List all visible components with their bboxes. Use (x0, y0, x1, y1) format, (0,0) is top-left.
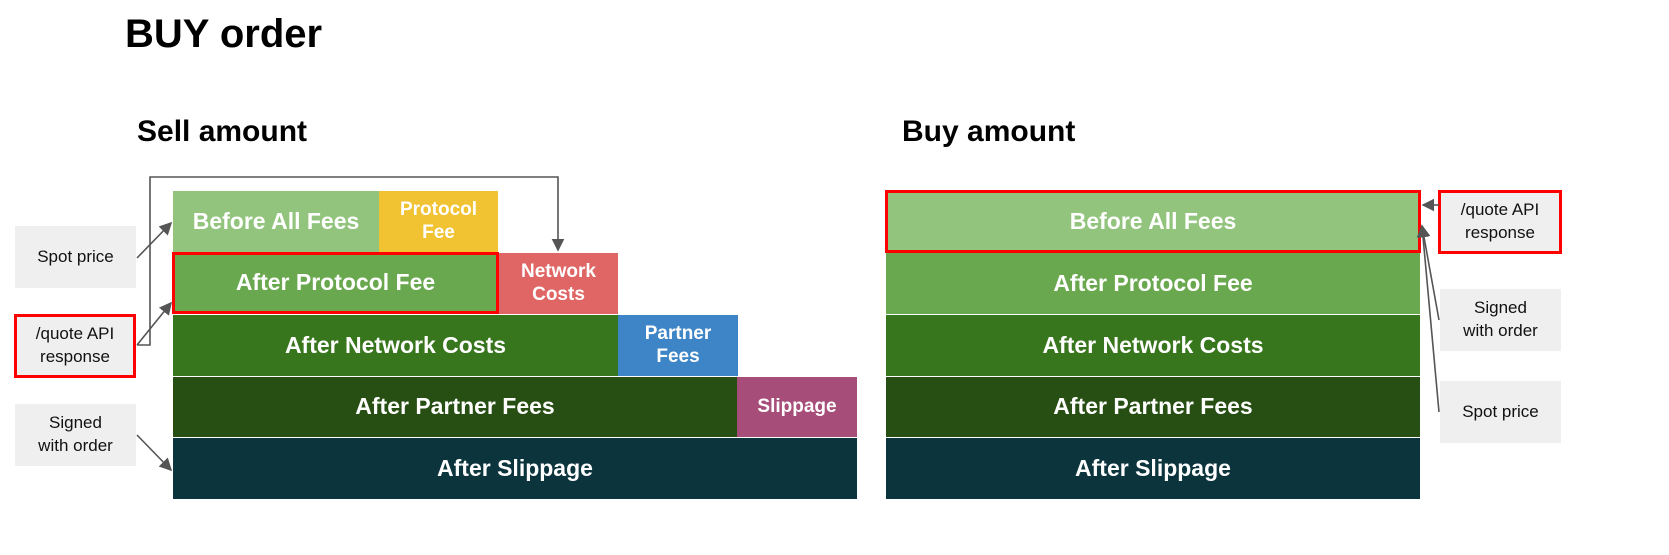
sell-slippage: Slippage (737, 377, 857, 437)
arrow-quote-to-network-costs (137, 176, 565, 346)
sell-heading: Sell amount (137, 115, 308, 148)
sell-protocol-fee: Protocol Fee (379, 191, 498, 252)
sell-after-protocol-fee: After Protocol Fee (172, 252, 499, 314)
buy-before-all-fees: Before All Fees (885, 190, 1421, 253)
arrow-buy-signed-to-before-fees (1417, 224, 1440, 321)
buy-note-quote-api: /quote API response (1438, 190, 1562, 254)
arrow-quote-to-after-protocol (136, 301, 173, 346)
arrow-spot-to-before-fees (136, 221, 173, 259)
sell-note-signed: Signed with order (15, 404, 136, 466)
buy-heading: Buy amount (902, 115, 1076, 148)
sell-after-partner-fees: After Partner Fees (173, 377, 737, 437)
arrow-signed-to-after-slippage (136, 434, 173, 472)
buy-after-protocol-fee: After Protocol Fee (886, 253, 1420, 314)
page-title: BUY order (125, 12, 323, 56)
sell-network-costs: Network Costs (499, 253, 618, 314)
arrow-buy-spot-to-before-fees (1416, 224, 1440, 413)
sell-partner-fees: Partner Fees (618, 315, 738, 376)
buy-note-signed: Signed with order (1440, 289, 1561, 351)
sell-after-network-costs: After Network Costs (173, 315, 618, 376)
sell-note-quote-api: /quote API response (14, 314, 136, 378)
sell-after-slippage: After Slippage (173, 438, 857, 499)
sell-note-spot-price: Spot price (15, 226, 136, 288)
buy-after-slippage: After Slippage (886, 438, 1420, 499)
buy-note-spot-price: Spot price (1440, 381, 1561, 443)
buy-after-partner-fees: After Partner Fees (886, 377, 1420, 437)
sell-before-all-fees: Before All Fees (173, 191, 379, 252)
buy-after-network-costs: After Network Costs (886, 315, 1420, 376)
